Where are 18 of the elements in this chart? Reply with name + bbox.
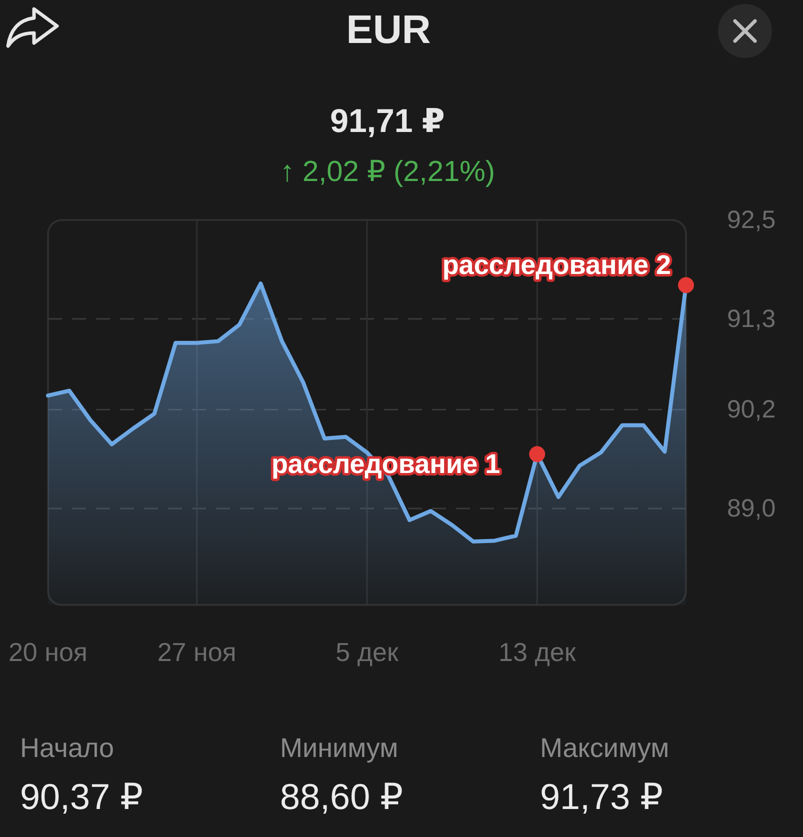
- text: Максимум: [540, 733, 670, 763]
- chart-title: EUR: [346, 8, 431, 52]
- text: 90,37 ₽: [20, 776, 143, 816]
- y-tick-label: 89,0: [727, 494, 776, 523]
- x-tick-label: 13 дек: [498, 637, 576, 667]
- y-tick-label: 90,2: [727, 396, 776, 424]
- x-tick-label: 5 дек: [336, 637, 399, 667]
- text: Минимум: [280, 733, 398, 763]
- x-tick-label: 20 ноя: [8, 637, 88, 667]
- text: 88,60 ₽: [280, 776, 403, 816]
- text: ↑ 2,02 ₽ (2,21%): [280, 156, 496, 188]
- text: 91,73 ₽: [540, 776, 663, 816]
- x-tick-label: 27 ноя: [157, 637, 236, 667]
- text: Начало: [20, 733, 114, 763]
- y-tick-label: 92,5: [727, 206, 776, 234]
- y-tick-label: 91,3: [727, 304, 776, 333]
- annotation: расследование 2: [442, 250, 671, 280]
- chart-subtitle: 91,71 ₽: [330, 102, 445, 138]
